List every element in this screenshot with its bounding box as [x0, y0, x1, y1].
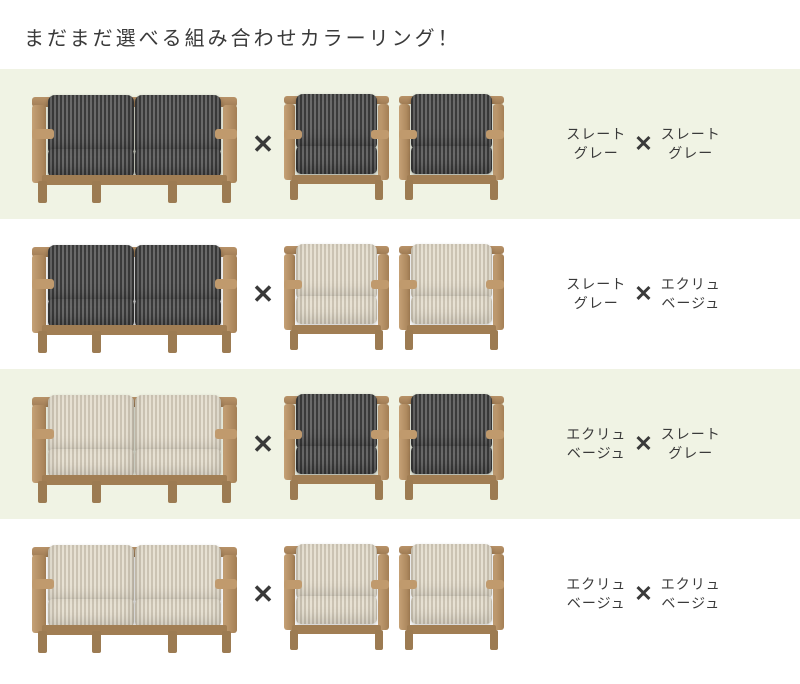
combo-row: ✕ スレート グレー ✕ エクリュ ベージュ: [0, 219, 800, 369]
chair-slate-grey: [399, 88, 504, 200]
chair-ecru-beige: [284, 538, 389, 650]
color-label-right: スレート グレー: [661, 425, 721, 463]
chair-slate-grey: [284, 388, 389, 500]
chair-ecru-beige: [399, 538, 504, 650]
sofa-image: [22, 535, 247, 653]
color-label-right: スレート グレー: [661, 125, 721, 163]
combo-row: ✕ エクリュ ベージュ ✕ スレート グレー: [0, 369, 800, 519]
combo-row: ✕ エクリュ ベージュ ✕ エクリュ ベージュ: [0, 519, 800, 669]
multiply-icon: ✕: [247, 279, 279, 310]
combo-label: スレート グレー ✕ スレート グレー: [509, 125, 778, 163]
color-label-right: エクリュ ベージュ: [661, 275, 721, 313]
multiply-icon: ✕: [247, 429, 279, 460]
multiply-icon: ✕: [634, 581, 652, 607]
sofa-slate-grey: [32, 235, 237, 353]
sofa-image: [22, 85, 247, 203]
combo-row: ✕ スレート グレー ✕ スレート グレー: [0, 69, 800, 219]
combo-label: エクリュ ベージュ ✕ スレート グレー: [509, 425, 778, 463]
color-label-left: エクリュ ベージュ: [566, 425, 626, 463]
combo-label: エクリュ ベージュ ✕ エクリュ ベージュ: [509, 575, 778, 613]
multiply-icon: ✕: [634, 431, 652, 457]
chair-ecru-beige: [284, 238, 389, 350]
color-label-right: エクリュ ベージュ: [661, 575, 721, 613]
multiply-icon: ✕: [247, 579, 279, 610]
color-label-left: スレート グレー: [566, 125, 626, 163]
color-label-left: スレート グレー: [566, 275, 626, 313]
multiply-icon: ✕: [634, 131, 652, 157]
chairs-image: [279, 88, 509, 200]
sofa-image: [22, 235, 247, 353]
page-title: まだまだ選べる組み合わせカラーリング！: [0, 0, 800, 69]
chairs-image: [279, 538, 509, 650]
multiply-icon: ✕: [634, 281, 652, 307]
chair-slate-grey: [284, 88, 389, 200]
sofa-slate-grey: [32, 85, 237, 203]
chairs-image: [279, 238, 509, 350]
sofa-image: [22, 385, 247, 503]
color-label-left: エクリュ ベージュ: [566, 575, 626, 613]
sofa-ecru-beige: [32, 535, 237, 653]
chairs-image: [279, 388, 509, 500]
sofa-ecru-beige: [32, 385, 237, 503]
multiply-icon: ✕: [247, 129, 279, 160]
chair-ecru-beige: [399, 238, 504, 350]
chair-slate-grey: [399, 388, 504, 500]
combo-label: スレート グレー ✕ エクリュ ベージュ: [509, 275, 778, 313]
